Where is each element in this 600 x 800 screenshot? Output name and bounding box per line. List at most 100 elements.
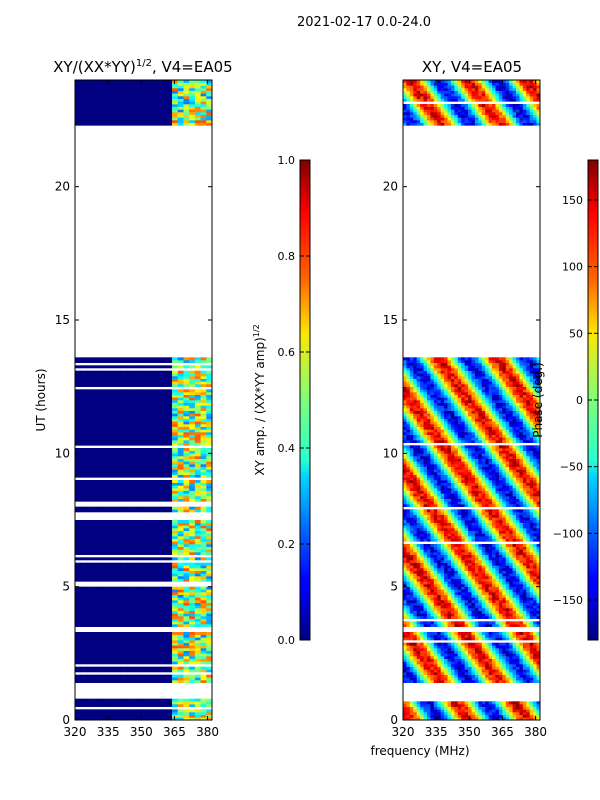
phase-heatmap-cell — [505, 594, 510, 598]
amplitude-heatmap-cell — [109, 637, 116, 641]
amplitude-heatmap-cell — [166, 677, 173, 681]
phase-heatmap-cell — [516, 645, 520, 649]
phase-heatmap-cell — [481, 717, 486, 721]
amplitude-heatmap-cell — [183, 530, 190, 534]
phase-heatmap-cell — [416, 565, 421, 569]
phase-heatmap-cell — [440, 634, 445, 638]
amplitude-heatmap-cell — [183, 597, 190, 601]
amplitude-heatmap-cell — [92, 586, 99, 590]
amplitude-heatmap-cell — [109, 106, 116, 110]
amplitude-heatmap-cell — [126, 592, 133, 595]
amplitude-heatmap-cell — [86, 648, 93, 651]
phase-heatmap-cell — [495, 704, 500, 707]
phase-heatmap-cell — [495, 645, 500, 649]
amplitude-heatmap-cell — [109, 578, 116, 582]
amplitude-heatmap-cell — [80, 586, 87, 590]
amplitude-heatmap-cell — [172, 613, 179, 617]
phase-heatmap-cell — [481, 648, 486, 651]
amplitude-heatmap-cell — [120, 600, 127, 603]
amplitude-heatmap-cell — [172, 570, 179, 574]
phase-heatmap-cell — [474, 677, 479, 681]
amplitude-heatmap-cell — [109, 432, 116, 435]
phase-heatmap-cell — [512, 661, 517, 665]
amplitude-heatmap-cell — [206, 394, 213, 398]
amplitude-heatmap-cell — [92, 104, 99, 107]
amplitude-heatmap-cell — [92, 610, 99, 614]
amplitude-heatmap-cell — [80, 669, 87, 673]
amplitude-heatmap-cell — [166, 434, 173, 438]
phase-heatmap-cell — [533, 584, 537, 587]
amplitude-heatmap-cell — [166, 576, 173, 579]
phase-heatmap-cell — [478, 624, 483, 627]
amplitude-heatmap-cell — [177, 394, 184, 398]
phase-heatmap-cell — [447, 664, 452, 667]
amplitude-heatmap-cell — [132, 546, 139, 550]
phase-heatmap-cell — [495, 613, 500, 617]
phase-heatmap-cell — [403, 717, 407, 721]
phase-heatmap-cell — [512, 712, 517, 715]
amplitude-heatmap-cell — [189, 506, 196, 510]
phase-heatmap-cell — [526, 594, 531, 598]
amplitude-heatmap-cell — [160, 400, 167, 403]
phase-heatmap-cell — [454, 701, 459, 705]
amplitude-heatmap-cell — [166, 666, 173, 670]
phase-heatmap-cell — [464, 674, 469, 678]
amplitude-heatmap-cell — [126, 522, 133, 526]
amplitude-heatmap-cell — [126, 82, 133, 86]
amplitude-heatmap-cell — [154, 402, 162, 406]
phase-heatmap-cell — [533, 664, 537, 667]
amplitude-heatmap-cell — [189, 482, 196, 486]
phase-heatmap-cell — [403, 573, 407, 577]
amplitude-heatmap-cell — [132, 482, 139, 486]
amplitude-heatmap-cell — [189, 453, 196, 457]
phase-heatmap-cell — [516, 658, 520, 662]
amplitude-heatmap-cell — [126, 704, 133, 707]
phase-heatmap-cell — [454, 597, 459, 601]
phase-heatmap-cell — [495, 706, 500, 710]
phase-heatmap-cell — [403, 642, 407, 646]
phase-heatmap-cell — [406, 634, 411, 638]
phase-heatmap-cell — [430, 568, 435, 571]
amplitude-heatmap-cell — [114, 645, 122, 649]
amplitude-heatmap-cell — [166, 466, 173, 470]
amplitude-heatmap-cell — [132, 528, 139, 531]
amplitude-heatmap-cell — [97, 522, 104, 526]
amplitude-heatmap-cell — [97, 680, 104, 683]
amplitude-heatmap-cell — [194, 466, 201, 470]
amplitude-heatmap-cell — [120, 680, 127, 683]
amplitude-heatmap-cell — [143, 637, 150, 641]
amplitude-heatmap-cell — [154, 357, 162, 361]
amplitude-heatmap-cell — [80, 410, 87, 414]
phase-heatmap-cell — [450, 608, 455, 611]
amplitude-heatmap-cell — [92, 533, 99, 537]
amplitude-heatmap-cell — [114, 594, 122, 598]
amplitude-heatmap-cell — [166, 112, 173, 115]
amplitude-heatmap-cell — [103, 573, 110, 577]
amplitude-heatmap-cell — [172, 509, 179, 513]
amplitude-heatmap-cell — [166, 101, 173, 105]
phase-heatmap-cell — [457, 701, 462, 705]
phase-heatmap-cell — [406, 584, 411, 587]
phase-heatmap-cell — [471, 680, 476, 683]
amplitude-heatmap-cell — [194, 522, 201, 526]
phase-heatmap-cell — [454, 674, 459, 678]
amplitude-heatmap-cell — [206, 594, 213, 598]
phase-heatmap-cell — [478, 664, 483, 667]
amplitude-heatmap-cell — [97, 498, 104, 502]
amplitude-heatmap-cell — [103, 674, 110, 678]
amplitude-heatmap-cell — [154, 656, 162, 659]
phase-heatmap-cell — [522, 669, 527, 673]
amplitude-heatmap-cell — [75, 469, 82, 473]
amplitude-heatmap-cell — [194, 424, 201, 427]
amplitude-heatmap-cell — [160, 669, 167, 673]
amplitude-heatmap-cell — [75, 533, 82, 537]
phase-heatmap-cell — [461, 573, 466, 577]
amplitude-heatmap-cell — [183, 610, 190, 614]
phase-heatmap-cell — [409, 634, 414, 638]
amplitude-heatmap-cell — [132, 602, 139, 606]
amplitude-heatmap-cell — [160, 576, 167, 579]
amplitude-heatmap-cell — [92, 429, 99, 433]
phase-heatmap-cell — [409, 613, 414, 617]
phase-heatmap-cell — [509, 608, 514, 611]
phase-heatmap-cell — [457, 632, 462, 635]
